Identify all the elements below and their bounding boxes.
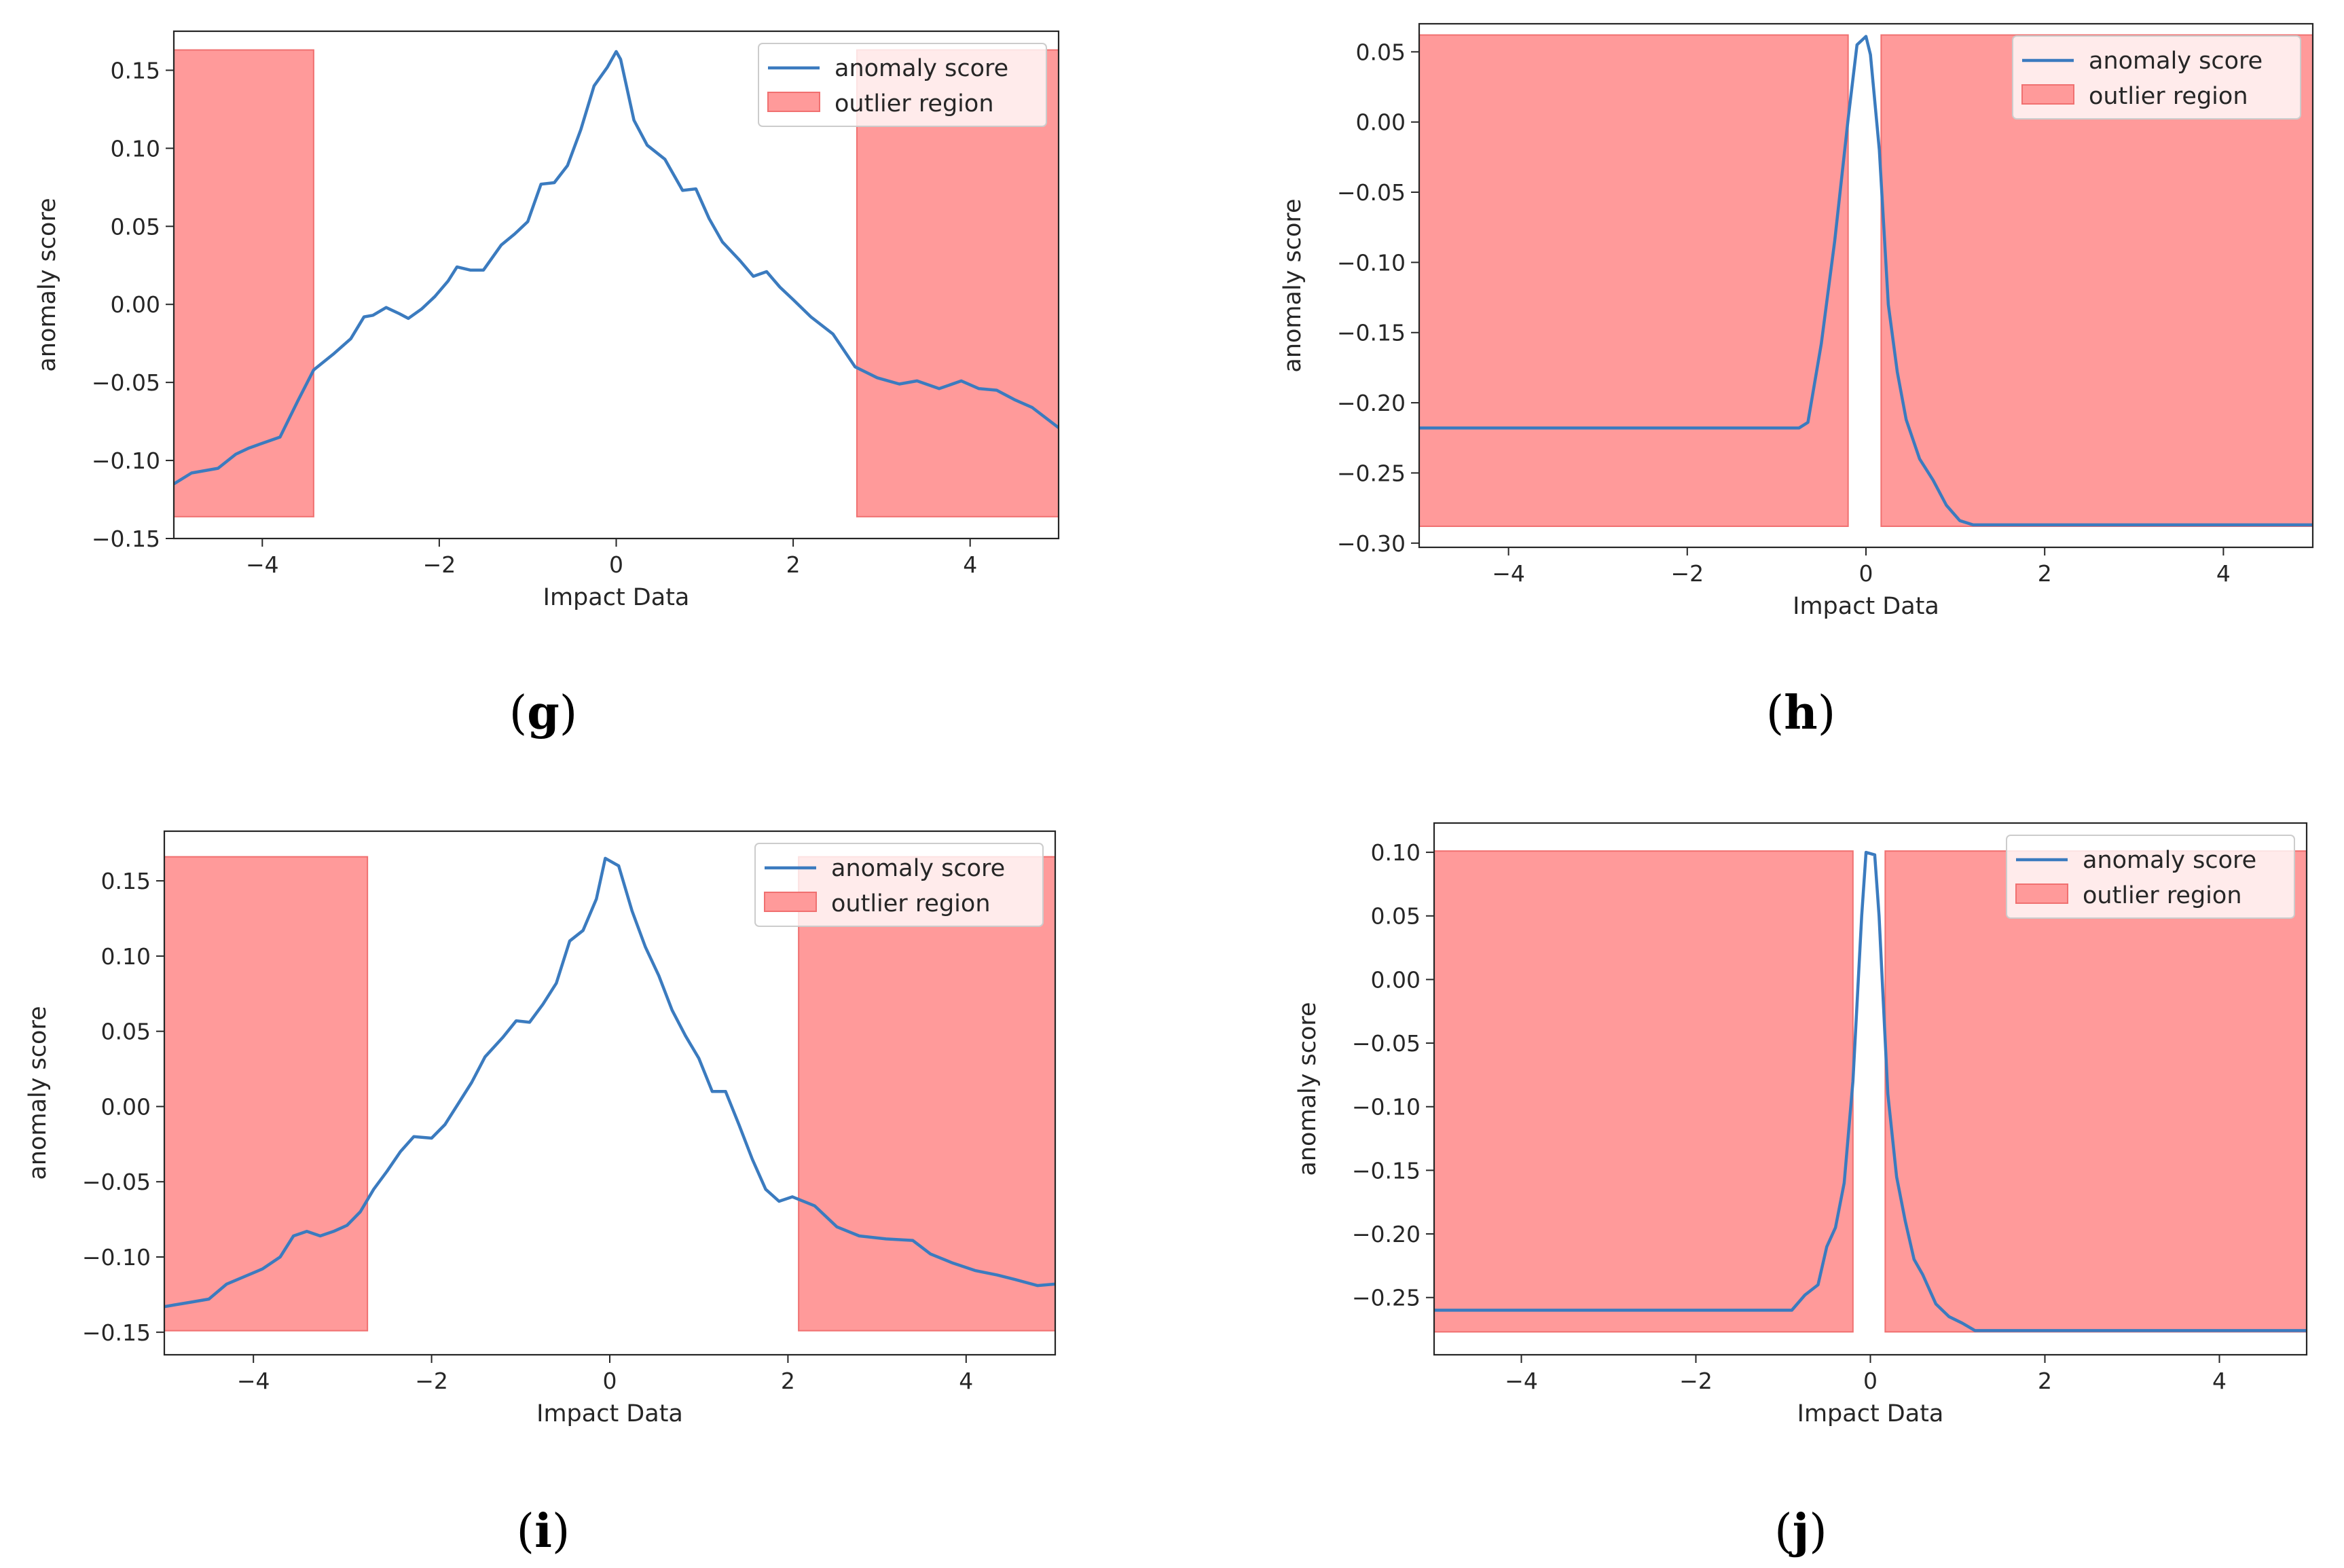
legend-label-anomaly-score: anomaly score bbox=[2089, 48, 2263, 75]
x-axis-label: Impact Data bbox=[1797, 1400, 1944, 1427]
legend: anomaly score outlier region bbox=[754, 843, 1044, 927]
y-tick-label: −0.30 bbox=[1337, 530, 1406, 557]
x-axis-label: Impact Data bbox=[1793, 593, 1939, 620]
legend-label-anomaly-score: anomaly score bbox=[835, 55, 1008, 82]
outlier-region-left bbox=[174, 49, 314, 517]
x-tick-label: −4 bbox=[1492, 560, 1525, 587]
y-tick-label: 0.10 bbox=[1371, 839, 1421, 866]
legend-box bbox=[758, 43, 1047, 127]
outlier-region-right bbox=[798, 856, 1055, 1332]
x-tick-label: 4 bbox=[963, 551, 977, 578]
x-tick-label: 0 bbox=[1859, 560, 1873, 587]
x-tick-label: 0 bbox=[1863, 1368, 1878, 1394]
y-tick-label: −0.05 bbox=[82, 1169, 151, 1195]
y-tick-label: −0.25 bbox=[1352, 1285, 1421, 1311]
caption-h: (h) bbox=[1766, 686, 1836, 740]
legend-region-swatch bbox=[767, 92, 820, 112]
y-tick-label: −0.10 bbox=[1337, 249, 1406, 276]
anomaly-score-line bbox=[164, 856, 1055, 1309]
legend-region-swatch bbox=[2015, 883, 2068, 904]
y-axis-label: anomaly score bbox=[1279, 198, 1306, 372]
legend-box bbox=[2006, 835, 2295, 919]
x-tick-label: −2 bbox=[423, 551, 456, 578]
x-tick-label: 4 bbox=[959, 1368, 973, 1394]
legend-region-swatch bbox=[764, 892, 817, 912]
y-tick-label: −0.05 bbox=[1352, 1030, 1421, 1057]
y-tick-label: 0.00 bbox=[111, 291, 160, 318]
y-tick-label: 0.05 bbox=[101, 1019, 151, 1045]
legend-label-anomaly-score: anomaly score bbox=[2083, 847, 2256, 874]
outlier-region-right bbox=[856, 49, 1059, 517]
y-tick-label: −0.20 bbox=[1337, 390, 1406, 416]
x-tick-label: 2 bbox=[2038, 1368, 2052, 1394]
y-tick-label: −0.10 bbox=[82, 1244, 151, 1271]
legend: anomaly score outlier region bbox=[2006, 835, 2295, 919]
legend-label-outlier-region: outlier region bbox=[2089, 83, 2248, 110]
y-tick-label: 0.10 bbox=[101, 943, 151, 970]
x-tick-label: 2 bbox=[2038, 560, 2052, 587]
legend-box bbox=[754, 843, 1044, 927]
anomaly-score-line bbox=[1434, 850, 2307, 1332]
y-axis-label: anomaly score bbox=[34, 198, 61, 371]
x-tick-label: 2 bbox=[781, 1368, 795, 1394]
x-axis-label: Impact Data bbox=[536, 1400, 683, 1427]
y-tick-label: −0.10 bbox=[92, 448, 160, 474]
x-tick-label: −4 bbox=[237, 1368, 270, 1394]
y-axis-label: anomaly score bbox=[24, 1006, 52, 1180]
outlier-region-left bbox=[1419, 34, 1849, 527]
y-tick-label: −0.10 bbox=[1352, 1094, 1421, 1120]
y-tick-label: −0.05 bbox=[92, 369, 160, 396]
x-tick-label: 4 bbox=[2216, 560, 2231, 587]
y-tick-label: 0.00 bbox=[1356, 109, 1406, 136]
legend-label-outlier-region: outlier region bbox=[2083, 882, 2242, 909]
x-tick-label: −2 bbox=[1670, 560, 1704, 587]
caption-g: (g) bbox=[509, 686, 578, 740]
y-tick-label: 0.10 bbox=[111, 135, 160, 162]
legend-label-outlier-region: outlier region bbox=[831, 890, 991, 917]
caption-i: (i) bbox=[517, 1504, 570, 1558]
y-tick-label: 0.05 bbox=[1371, 903, 1421, 930]
legend-box bbox=[2012, 35, 2301, 120]
outlier-region-right bbox=[1884, 850, 2307, 1333]
y-tick-label: 0.05 bbox=[1356, 39, 1406, 65]
y-axis-label: anomaly score bbox=[1294, 1002, 1321, 1175]
y-tick-label: 0.15 bbox=[111, 57, 160, 84]
chart-panel-h: −4 −2 0 2 4 −0.30 −0.25 −0.20 −0.15 −0.10 −0.05 0.0… bbox=[1279, 22, 2314, 620]
outlier-region-left bbox=[1434, 850, 1854, 1333]
legend: anomaly score outlier region bbox=[758, 43, 1047, 127]
y-tick-label: −0.15 bbox=[1352, 1157, 1421, 1184]
y-tick-label: −0.20 bbox=[1352, 1221, 1421, 1247]
legend-region-swatch bbox=[2021, 84, 2074, 105]
x-tick-label: 0 bbox=[603, 1368, 617, 1394]
outlier-region-left bbox=[164, 856, 369, 1332]
y-tick-label: 0.00 bbox=[101, 1093, 151, 1120]
x-tick-label: 4 bbox=[2212, 1368, 2227, 1394]
chart-panel-j: −4 −2 0 2 4 −0.25 −0.20 −0.15 −0.10 −0.05 0.00 0.05… bbox=[1294, 822, 2308, 1427]
y-tick-label: −0.15 bbox=[82, 1319, 151, 1346]
x-tick-label: 2 bbox=[786, 551, 801, 578]
legend: anomaly score outlier region bbox=[2012, 35, 2301, 120]
y-tick-label: −0.25 bbox=[1337, 460, 1406, 486]
x-tick-label: 0 bbox=[609, 551, 623, 578]
x-tick-label: −4 bbox=[1505, 1368, 1538, 1394]
y-tick-label: 0.00 bbox=[1371, 966, 1421, 993]
y-tick-label: 0.15 bbox=[101, 868, 151, 894]
anomaly-score-line bbox=[174, 50, 1059, 486]
y-tick-label: −0.05 bbox=[1337, 179, 1406, 206]
caption-j: (j) bbox=[1774, 1504, 1827, 1558]
x-tick-label: −4 bbox=[246, 551, 279, 578]
x-tick-label: −2 bbox=[1679, 1368, 1713, 1394]
x-axis-label: Impact Data bbox=[543, 584, 690, 611]
anomaly-score-line bbox=[1419, 35, 2313, 527]
y-tick-label: −0.15 bbox=[1337, 320, 1406, 346]
legend-label-outlier-region: outlier region bbox=[835, 90, 994, 117]
chart-panel-i: −4 −2 0 2 4 −0.15 −0.10 −0.05 0.00 0.05 0.10 0.15 Im… bbox=[24, 830, 1057, 1427]
x-tick-label: −2 bbox=[415, 1368, 448, 1394]
legend-label-anomaly-score: anomaly score bbox=[831, 855, 1005, 882]
chart-panel-g: −4 −2 0 2 4 −0.15 −0.10 −0.05 0.00 0.05 0.10 0.15 Im… bbox=[34, 30, 1060, 611]
y-tick-label: 0.05 bbox=[111, 213, 160, 240]
y-tick-label: −0.15 bbox=[92, 526, 160, 552]
